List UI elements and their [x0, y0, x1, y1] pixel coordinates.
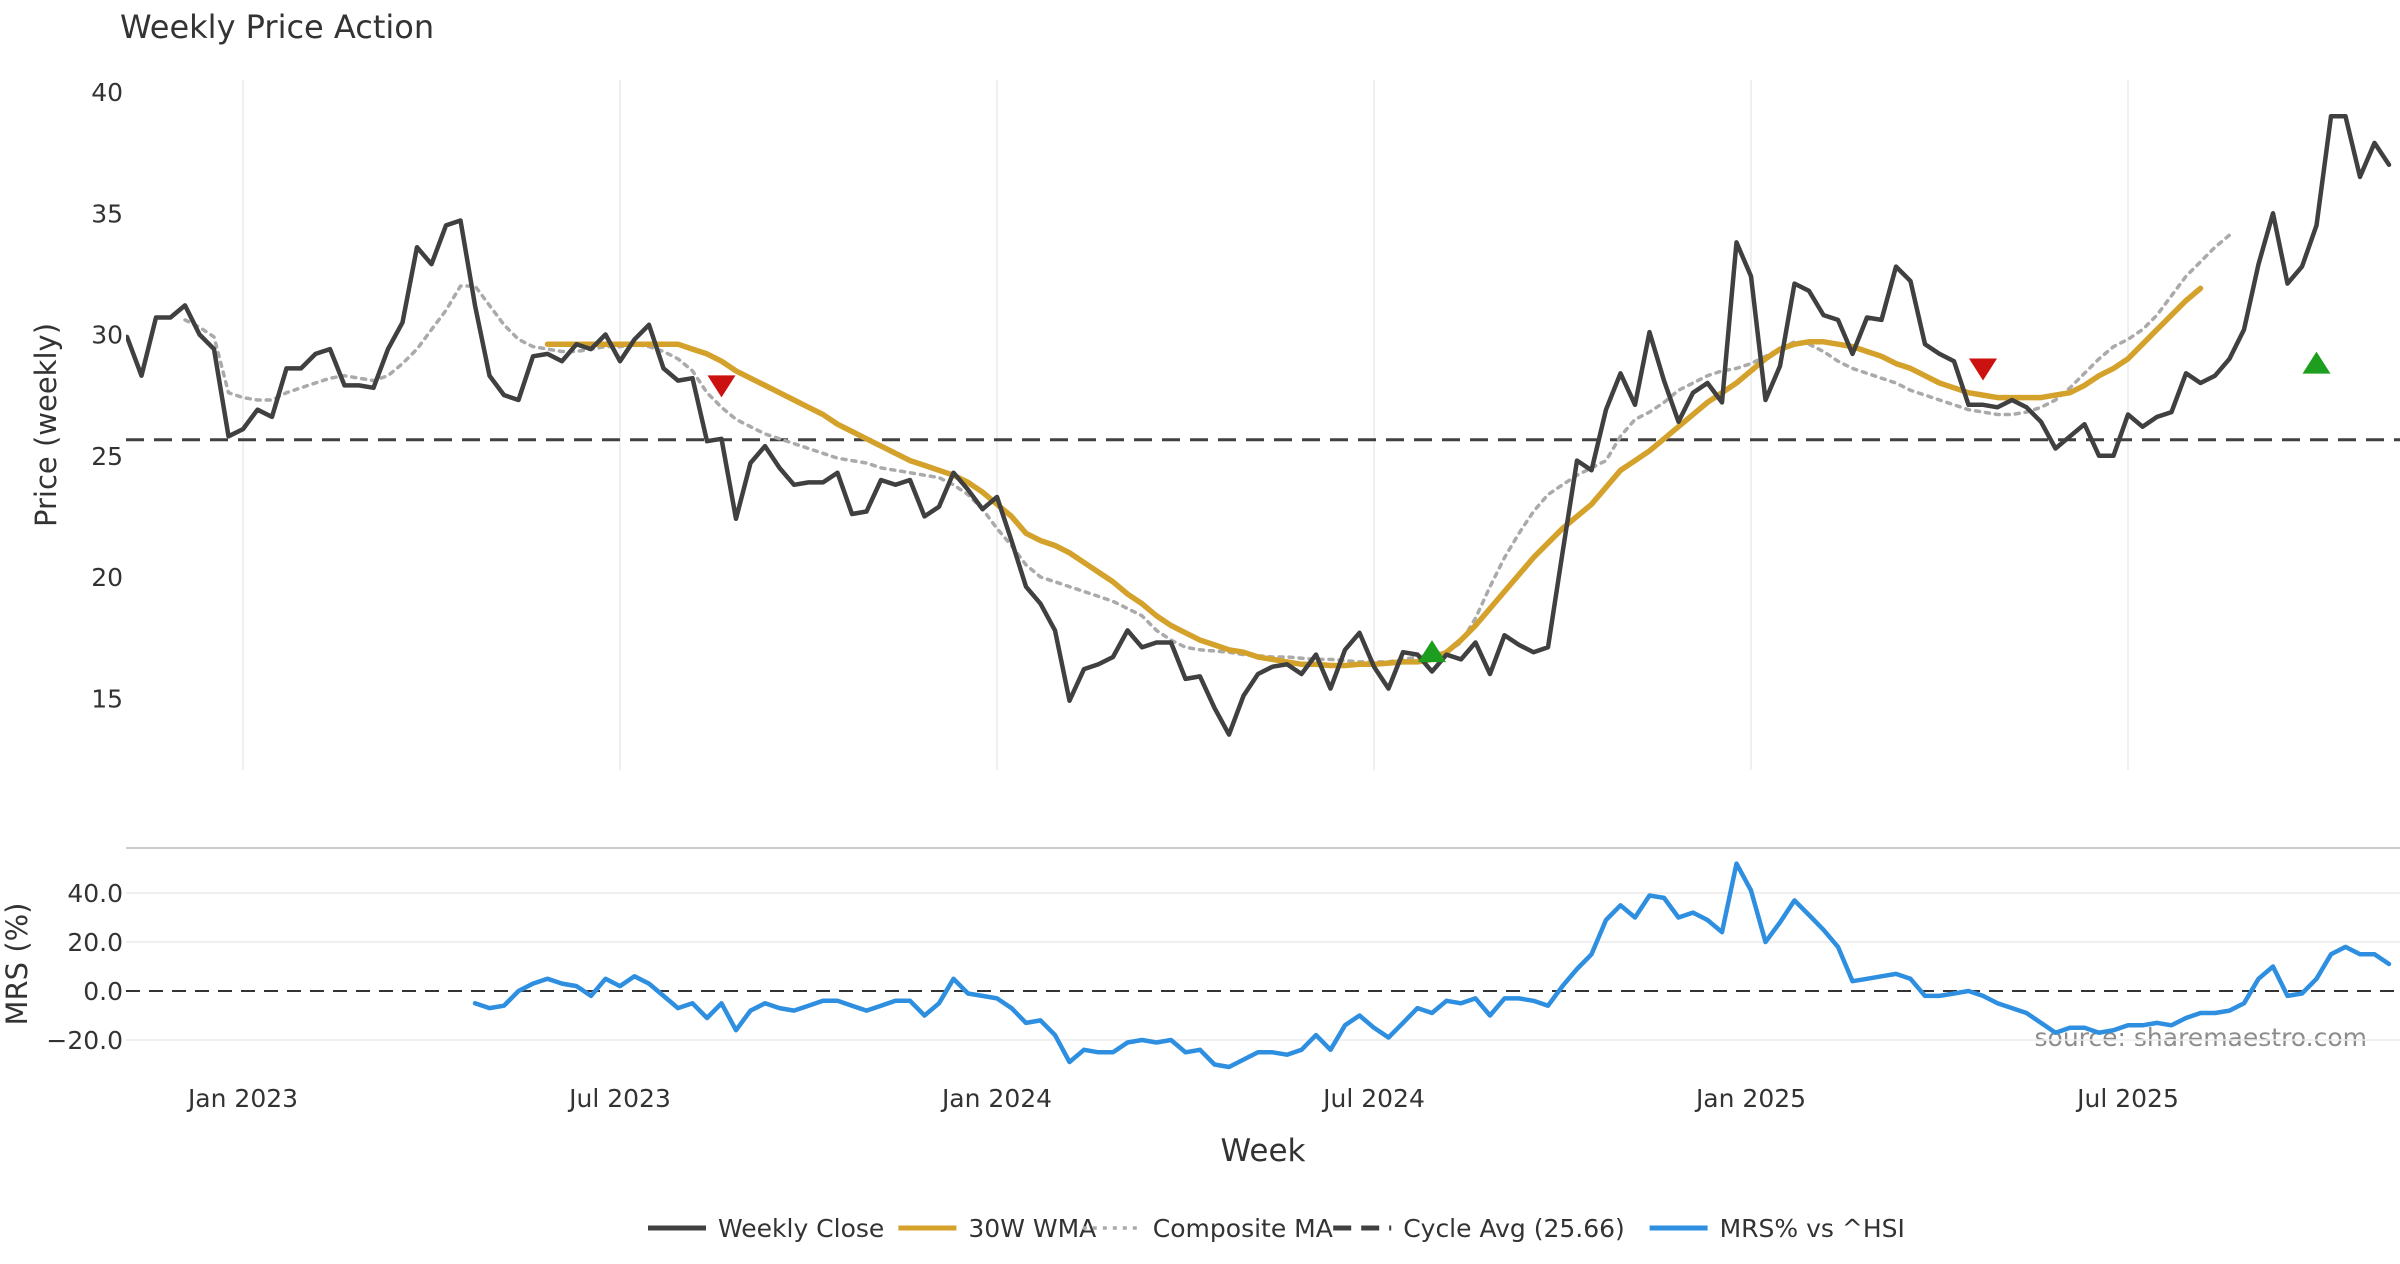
x-axis-label: Week: [1221, 1133, 1306, 1169]
legend-label: Cycle Avg (25.66): [1403, 1214, 1625, 1243]
x-axis: Jan 2023 Jul 2023 Jan 2024 Jul 2024 Jan 2025…: [186, 1084, 2179, 1113]
buy-signal-marker: [1418, 640, 1446, 663]
price-y-tick-label: 30: [91, 321, 123, 350]
legend-label: 30W WMA: [968, 1214, 1096, 1243]
price-y-axis-label: Price (weekly): [29, 323, 63, 527]
x-tick-label: Jan 2025: [1694, 1084, 1806, 1113]
price-y-tick-label: 15: [91, 684, 123, 713]
x-tick-label: Jul 2023: [567, 1084, 671, 1113]
mrs-y-tick-label: −20.0: [46, 1026, 123, 1055]
legend-entry: Composite MA: [1082, 1214, 1333, 1243]
legend-entry: Cycle Avg (25.66): [1333, 1214, 1625, 1243]
legend-label: Composite MA: [1153, 1214, 1333, 1243]
price-y-tick-label: 20: [91, 563, 123, 592]
chart-title: Weekly Price Action: [120, 8, 434, 46]
mrs-y-tick-label: 0.0: [83, 977, 123, 1006]
mrs-line: [472, 861, 2392, 1070]
price-y-tick-label: 35: [91, 199, 123, 228]
x-tick-label: Jan 2024: [940, 1084, 1052, 1113]
legend: Weekly Close 30W WMA Composite MA Cycle Avg…: [648, 1214, 1905, 1243]
price-y-tick-label: 25: [91, 442, 123, 471]
x-tick-label: Jan 2023: [186, 1084, 298, 1113]
legend-entry: Weekly Close: [648, 1214, 884, 1243]
mrs-y-tick-label: 40.0: [67, 879, 123, 908]
legend-label: Weekly Close: [718, 1214, 884, 1243]
x-tick-label: Jul 2025: [2075, 1084, 2179, 1113]
legend-entry: 30W WMA: [898, 1214, 1096, 1243]
sell-signal-marker: [707, 375, 736, 398]
x-tick-label: Jul 2024: [1321, 1084, 1425, 1113]
mrs-panel: 40.0 20.0 0.0 −20.0: [46, 847, 2400, 1070]
price-panel: 15 20 25 30 35 40: [91, 78, 2400, 770]
mrs-y-tick-label: 20.0: [67, 928, 123, 957]
price-y-tick-label: 40: [91, 78, 123, 107]
composite-ma-line: [183, 233, 2232, 664]
legend-label: MRS% vs ^HSI: [1720, 1214, 1905, 1243]
weekly-close-line: [126, 114, 2392, 737]
legend-entry: MRS% vs ^HSI: [1649, 1214, 1905, 1243]
buy-signal-marker: [2302, 351, 2331, 374]
mrs-y-axis-label: MRS (%): [0, 903, 34, 1026]
sell-signal-marker: [1969, 358, 1997, 381]
